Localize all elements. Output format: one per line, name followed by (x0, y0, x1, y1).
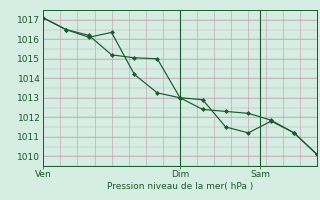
X-axis label: Pression niveau de la mer( hPa ): Pression niveau de la mer( hPa ) (107, 182, 253, 191)
